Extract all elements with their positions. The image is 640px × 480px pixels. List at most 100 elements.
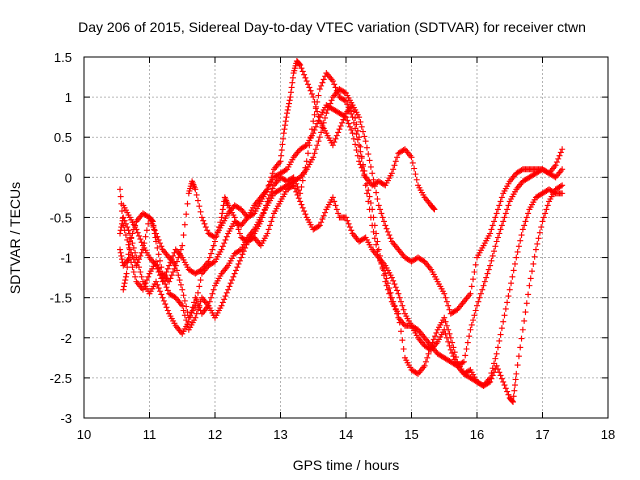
- data-point: [398, 328, 405, 335]
- data-point: [361, 133, 368, 140]
- data-point: [277, 158, 284, 165]
- x-tick-label: 17: [535, 427, 549, 442]
- series-track-2: [120, 58, 566, 317]
- data-point: [301, 171, 308, 178]
- data-point: [552, 162, 559, 169]
- data-point: [123, 270, 130, 277]
- data-point: [299, 68, 306, 75]
- data-point: [236, 230, 243, 237]
- data-point: [235, 226, 242, 233]
- data-point: [320, 119, 327, 126]
- data-point: [239, 251, 246, 258]
- data-point: [236, 221, 243, 228]
- data-point: [318, 219, 325, 226]
- data-point: [120, 214, 127, 221]
- data-point: [519, 226, 526, 233]
- data-point: [343, 214, 349, 221]
- data-point: [559, 146, 566, 153]
- data-point: [350, 119, 357, 126]
- data-point: [411, 165, 418, 172]
- data-point: [269, 185, 276, 192]
- data-point: [345, 104, 352, 111]
- data-point: [382, 278, 389, 285]
- data-point: [501, 214, 508, 221]
- data-point: [446, 342, 453, 349]
- data-points: [117, 58, 566, 405]
- data-point: [492, 214, 499, 221]
- data-point: [530, 260, 537, 267]
- data-point: [260, 210, 267, 217]
- data-point: [409, 159, 416, 166]
- data-point: [128, 235, 135, 242]
- data-point: [488, 375, 495, 382]
- data-point: [122, 277, 129, 284]
- data-point: [340, 116, 347, 123]
- data-point: [412, 171, 419, 178]
- data-point: [424, 354, 431, 361]
- data-point: [373, 189, 380, 196]
- data-point: [425, 350, 432, 357]
- data-point: [496, 369, 503, 376]
- data-point: [375, 202, 382, 209]
- series-track-4: [117, 182, 566, 389]
- data-point: [333, 132, 340, 139]
- x-tick-label: 18: [601, 427, 615, 442]
- data-point: [370, 176, 377, 183]
- data-point: [301, 208, 308, 215]
- data-point: [223, 233, 230, 240]
- data-point: [231, 270, 238, 277]
- data-point: [331, 198, 338, 205]
- data-point: [129, 264, 136, 271]
- data-point: [521, 222, 528, 229]
- data-point: [362, 138, 369, 145]
- y-axis-label: SDTVAR / TECUs: [7, 182, 23, 294]
- data-point: [383, 225, 390, 232]
- data-point: [468, 321, 475, 328]
- x-tick-label: 11: [143, 427, 157, 442]
- data-point: [497, 198, 504, 205]
- data-point: [400, 346, 407, 353]
- data-point: [349, 102, 356, 109]
- data-point: [130, 244, 137, 251]
- data-point: [341, 97, 348, 104]
- y-tick-label: -1.5: [50, 291, 72, 306]
- data-point: [221, 296, 228, 303]
- data-point: [156, 240, 163, 247]
- data-point: [487, 378, 494, 385]
- data-point: [496, 337, 503, 344]
- data-point: [265, 226, 272, 233]
- data-point: [257, 218, 264, 225]
- data-point: [168, 272, 175, 279]
- data-point: [162, 301, 169, 308]
- data-point: [508, 280, 515, 287]
- x-axis-label: GPS time / hours: [293, 457, 400, 473]
- data-point: [180, 307, 187, 314]
- data-point: [373, 241, 380, 248]
- data-point: [497, 226, 504, 233]
- x-tick-label: 13: [273, 427, 287, 442]
- data-point: [303, 158, 310, 165]
- data-point: [134, 259, 141, 266]
- data-point: [380, 218, 387, 225]
- data-point: [162, 272, 169, 279]
- data-point: [315, 113, 322, 120]
- data-point: [329, 194, 336, 201]
- data-point: [505, 293, 512, 300]
- data-point: [441, 290, 448, 297]
- data-point: [464, 339, 471, 346]
- data-point: [221, 240, 228, 247]
- data-point: [141, 283, 148, 290]
- data-point: [453, 354, 460, 361]
- data-point: [319, 124, 326, 131]
- data-point: [311, 150, 318, 157]
- data-point: [511, 382, 518, 389]
- data-point: [137, 252, 144, 259]
- data-point: [509, 273, 516, 280]
- data-point: [346, 107, 353, 114]
- data-point: [174, 258, 181, 265]
- data-point: [268, 188, 275, 195]
- data-point: [493, 350, 500, 357]
- data-point: [474, 302, 480, 309]
- data-point: [302, 143, 309, 150]
